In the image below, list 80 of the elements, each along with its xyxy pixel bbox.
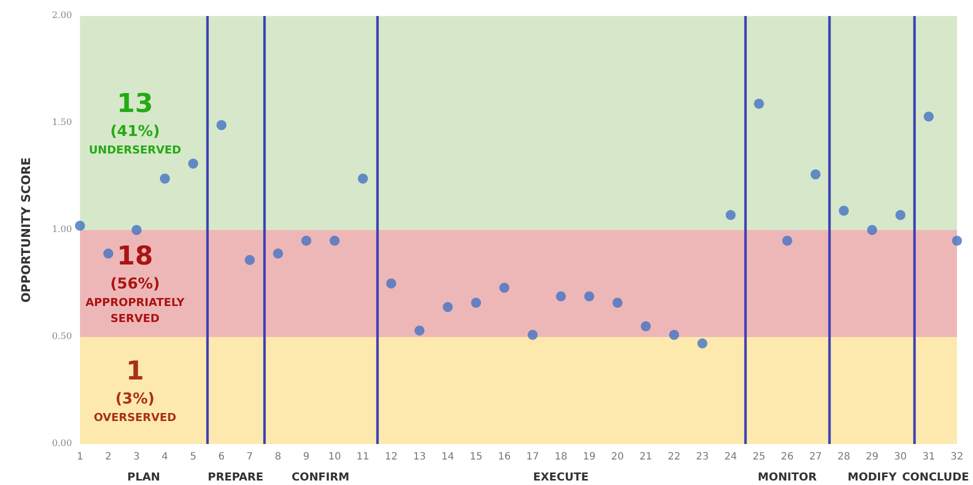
- y-tick-label: 2.00: [52, 11, 72, 21]
- text: PLAN: [127, 470, 160, 484]
- point: [782, 236, 792, 246]
- x-tick-label: 8: [274, 452, 282, 462]
- point: [358, 174, 368, 184]
- x-tick-label: 24: [724, 452, 738, 462]
- point: [442, 302, 453, 312]
- point: [669, 330, 680, 340]
- point: [301, 236, 312, 246]
- point: [810, 169, 821, 180]
- x-tick-label: 2: [105, 452, 112, 462]
- x-tick-label: 12: [384, 452, 398, 462]
- x-tick-label: 30: [894, 452, 907, 462]
- point: [414, 326, 424, 336]
- point: [924, 112, 934, 122]
- x-tick-label: 14: [441, 452, 454, 462]
- x-tick-label: 19: [582, 452, 596, 462]
- x-tick-label: 18: [554, 452, 568, 462]
- x-tick-label: 25: [752, 452, 766, 462]
- x-tick-label: 26: [780, 452, 794, 462]
- text: PREPARE: [208, 470, 264, 484]
- point: [386, 278, 396, 288]
- point: [216, 120, 226, 130]
- point: [838, 206, 849, 216]
- text: CONFIRM: [292, 470, 350, 484]
- x-tick-label: 15: [470, 452, 482, 462]
- x-tick-label: 5: [190, 452, 196, 462]
- x-tick-label: 16: [498, 452, 511, 462]
- point: [640, 321, 651, 332]
- x-tick-label: 20: [611, 452, 624, 462]
- point: [273, 248, 284, 259]
- band-label: 13 (41%) UNDERSERVED: [88, 89, 182, 156]
- point: [244, 254, 255, 265]
- band-label: 1 (3%) OVERSERVED: [94, 356, 176, 424]
- point: [471, 298, 482, 308]
- x-tick-label: 29: [866, 452, 878, 462]
- point: [132, 225, 142, 235]
- point: [188, 158, 198, 169]
- text: CONCLUDE: [902, 470, 969, 484]
- x-tick-label: 1: [76, 452, 84, 462]
- y-tick-label: 0.50: [52, 332, 72, 342]
- point: [726, 210, 736, 220]
- x-tick-label: 31: [922, 452, 936, 462]
- x-tick-label: 28: [837, 452, 850, 462]
- point: [867, 225, 878, 235]
- x-tick-label: 6: [218, 452, 225, 462]
- x-tick-label: 21: [639, 452, 652, 462]
- point: [103, 248, 114, 259]
- x-tick-label: 9: [303, 452, 310, 462]
- x-tick-label: 17: [526, 452, 540, 462]
- x-tick-label: 4: [162, 452, 168, 462]
- point: [754, 98, 764, 109]
- point: [895, 210, 906, 220]
- point: [499, 282, 510, 293]
- text: MODIFY: [848, 470, 898, 484]
- point: [697, 338, 708, 348]
- text: MONITOR: [758, 470, 818, 484]
- point: [612, 298, 623, 308]
- x-tick-label: 7: [246, 452, 253, 462]
- point: [584, 291, 594, 302]
- point: [160, 174, 170, 184]
- y-tick-label: 0.00: [52, 439, 72, 449]
- x-tick-label: 3: [133, 452, 140, 462]
- band-label: 18 (56%) APPROPRIATELY SERVED: [85, 242, 186, 325]
- x-tick-label: 23: [696, 452, 709, 462]
- x-tick-label: 27: [809, 452, 822, 462]
- point: [952, 236, 962, 246]
- point: [330, 236, 340, 246]
- x-tick-label: 13: [413, 452, 426, 462]
- x-tick-label: 10: [328, 452, 341, 462]
- y-tick-label: 1.00: [52, 225, 72, 235]
- y-axis-title: OPPORTUNITY SCORE: [19, 157, 33, 303]
- y-tick-label: 1.50: [52, 118, 72, 128]
- x-tick-label: 32: [950, 452, 964, 462]
- point: [75, 220, 85, 231]
- text: EXECUTE: [533, 470, 589, 484]
- point: [528, 330, 538, 340]
- x-tick-label: 11: [356, 452, 370, 462]
- x-tick-label: 22: [668, 452, 680, 462]
- point: [556, 291, 566, 302]
